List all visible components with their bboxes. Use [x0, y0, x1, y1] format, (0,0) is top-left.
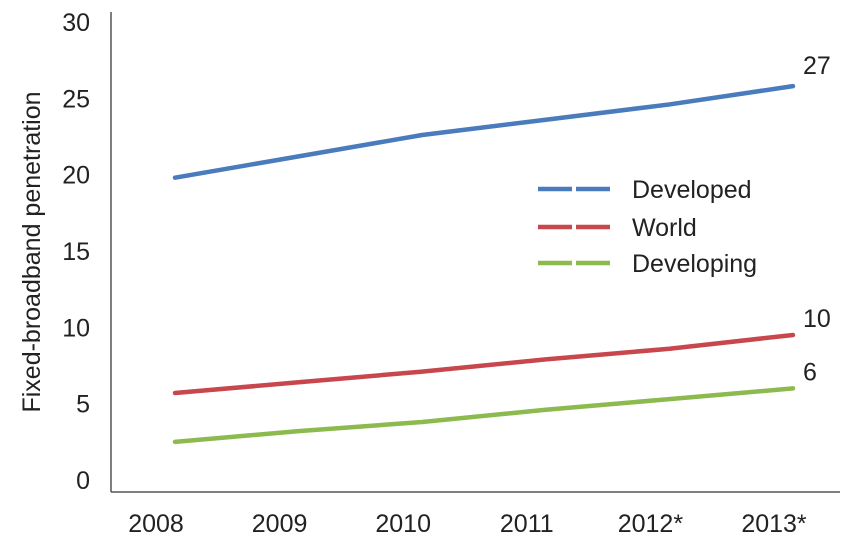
y-tick-label: 30 [62, 9, 90, 37]
series-line-developing [172, 386, 796, 445]
legend-label-world: World [632, 214, 697, 242]
series-line-world [172, 332, 796, 396]
x-tick-label: 2013* [741, 510, 807, 536]
end-label-developed: 27 [803, 52, 831, 80]
y-tick-label: 25 [62, 85, 90, 113]
x-tick-label: 2012* [618, 510, 684, 536]
y-tick-labels: 0 5 10 15 20 25 30 [62, 9, 90, 495]
legend-label-developed: Developed [632, 176, 752, 204]
legend: Developed World Developing [538, 176, 757, 278]
series-line-developed [172, 83, 796, 180]
x-tick-labels: 2008 2009 2010 2011 2012* 2013* [128, 510, 807, 536]
y-tick-label: 10 [62, 314, 90, 342]
x-tick-label: 2009 [252, 510, 308, 536]
y-axis-label: Fixed-broadband penetration [18, 91, 46, 412]
legend-label-developing: Developing [632, 250, 757, 278]
x-tick-label: 2011 [500, 510, 554, 536]
x-tick-label: 2010 [375, 510, 431, 536]
x-tick-label: 2008 [128, 510, 184, 536]
end-labels: 27 10 6 [803, 52, 831, 386]
axes [110, 12, 840, 493]
y-tick-label: 5 [76, 391, 90, 419]
y-tick-label: 0 [76, 467, 90, 495]
end-label-developing: 6 [803, 358, 817, 386]
y-tick-label: 15 [62, 238, 90, 266]
series-lines [172, 83, 796, 445]
y-tick-label: 20 [62, 162, 90, 190]
end-label-world: 10 [803, 305, 831, 333]
